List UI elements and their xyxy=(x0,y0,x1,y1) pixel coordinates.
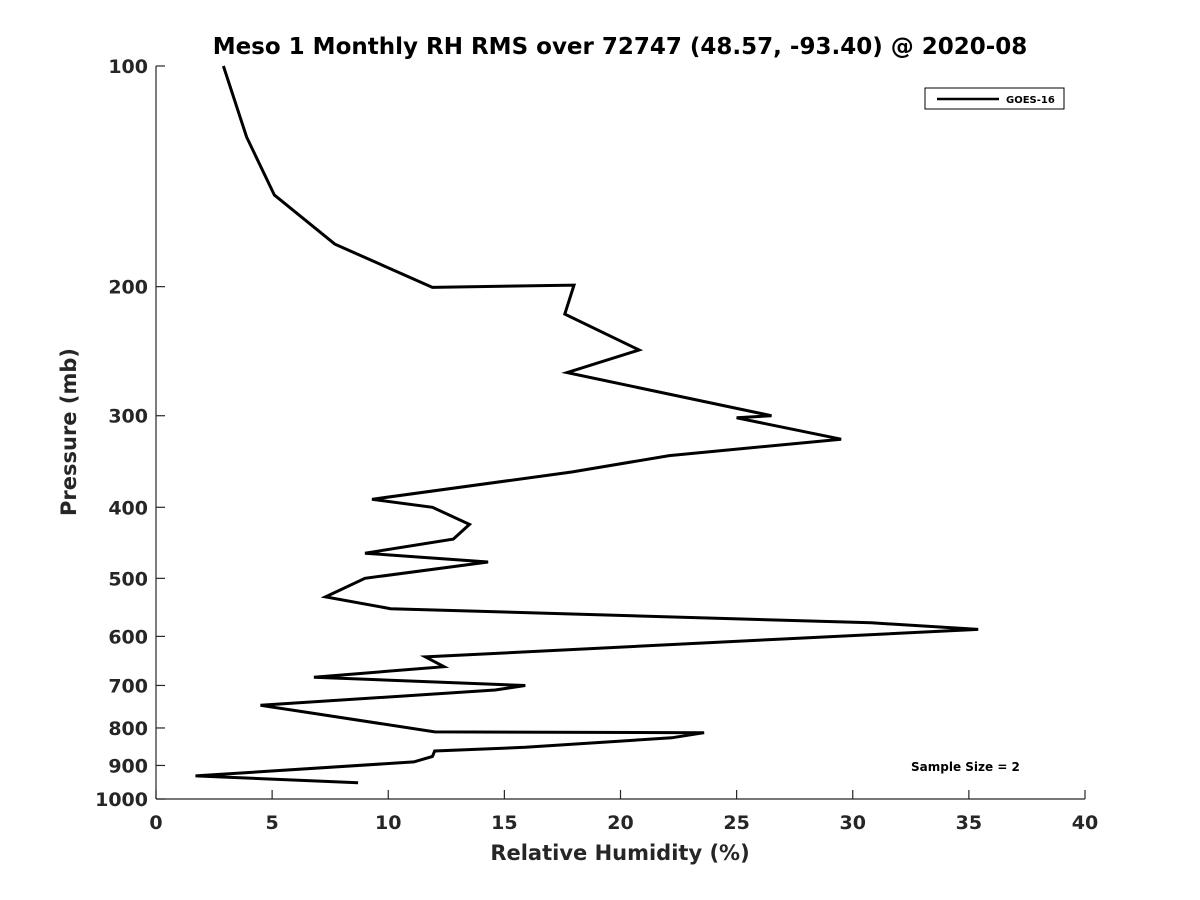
y-tick-label: 300 xyxy=(108,406,148,428)
x-tick-label: 20 xyxy=(607,812,633,834)
series-layer xyxy=(195,65,979,785)
x-tick-label: 35 xyxy=(956,812,982,834)
y-tick-label: 200 xyxy=(108,277,148,299)
chart-title: Meso 1 Monthly RH RMS over 72747 (48.57,… xyxy=(213,34,1028,60)
x-tick-label: 15 xyxy=(491,812,517,834)
y-tick-label: 1000 xyxy=(95,789,148,811)
x-tick-label: 0 xyxy=(149,812,162,834)
y-tick-label: 100 xyxy=(108,56,148,78)
series-line-goes-16 xyxy=(195,65,979,785)
y-axis-ticks: 100 200 300 400 500 600 700 800 900 1000 xyxy=(95,56,165,811)
x-tick-label: 30 xyxy=(840,812,866,834)
x-axis-label: Relative Humidity (%) xyxy=(490,841,749,865)
y-axis-label: Pressure (mb) xyxy=(57,348,81,516)
y-tick-label: 900 xyxy=(108,755,148,777)
axes xyxy=(155,66,1085,800)
y-tick-label: 700 xyxy=(108,675,148,697)
x-tick-label: 40 xyxy=(1072,812,1098,834)
x-tick-label: 25 xyxy=(723,812,749,834)
x-tick-label: 10 xyxy=(375,812,401,834)
x-axis-ticks: 0 5 10 15 20 25 30 35 40 xyxy=(149,790,1098,834)
y-tick-label: 500 xyxy=(108,568,148,590)
sample-size-annotation: Sample Size = 2 xyxy=(911,760,1020,774)
x-tick-label: 5 xyxy=(266,812,279,834)
y-tick-label: 800 xyxy=(108,718,148,740)
y-tick-label: 400 xyxy=(108,497,148,519)
legend-label-goes-16: GOES-16 xyxy=(1006,95,1055,106)
legend: GOES-16 xyxy=(924,87,1065,110)
y-tick-label: 600 xyxy=(108,626,148,648)
